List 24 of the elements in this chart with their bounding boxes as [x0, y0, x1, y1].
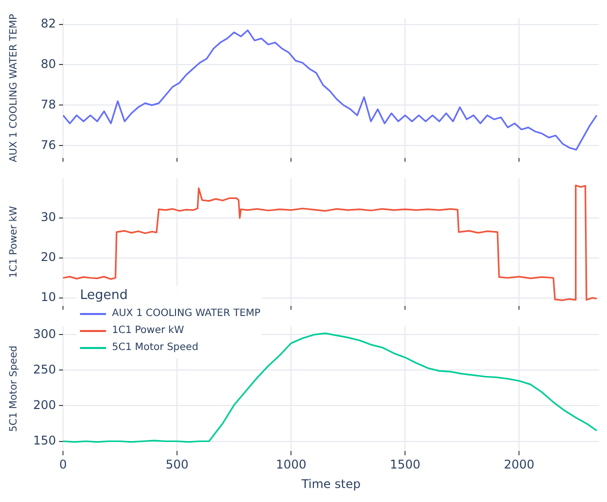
y-tick-label: 250 [33, 362, 56, 376]
legend-title: Legend [80, 288, 129, 303]
legend-label: AUX 1 COOLING WATER TEMP [112, 308, 260, 319]
x-tick-label: 1500 [390, 458, 420, 472]
y-axis-title: AUX 1 COOLING WATER TEMP [8, 14, 20, 162]
x-tick-label: 500 [166, 458, 188, 472]
y-tick-label: 200 [33, 398, 56, 412]
x-axis-title: Time step [300, 476, 361, 491]
x-tick-label: 0 [59, 458, 67, 472]
legend-label: 1C1 Power kW [112, 325, 184, 336]
y-tick-label: 10 [40, 290, 56, 304]
y-axis-title: 1C1 Power kW [8, 206, 20, 278]
legend-label: 5C1 Motor Speed [112, 342, 198, 353]
x-tick-label: 1000 [276, 458, 306, 472]
y-tick-label: 150 [33, 433, 56, 448]
x-tick-label: 2000 [504, 458, 534, 472]
y-tick-label: 76 [40, 138, 56, 152]
y-tick-label: 20 [40, 250, 56, 264]
y-tick-label: 300 [33, 326, 56, 341]
y-tick-label: 30 [40, 210, 56, 224]
y-axis-title: 5C1 Motor Speed [8, 346, 20, 432]
y-tick-label: 78 [40, 97, 56, 112]
y-tick-label: 80 [40, 56, 56, 71]
y-tick-label: 82 [40, 16, 56, 30]
